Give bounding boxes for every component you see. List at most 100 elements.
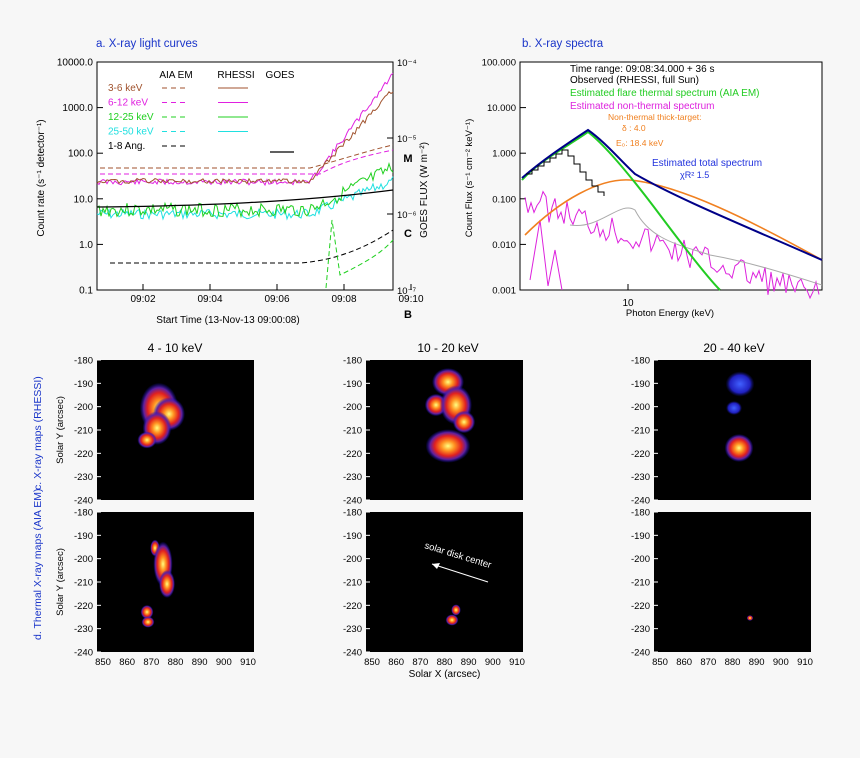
disk-center-arrowhead — [432, 563, 440, 569]
spectra-nonthermal-label: Estimated non-thermal spectrum — [570, 101, 715, 112]
map-x-tick-label: 900 — [773, 657, 789, 668]
map-y-tick-label: -200 — [631, 402, 650, 413]
map-col-title-2: 10 - 20 keV — [417, 341, 479, 355]
map-y-tick-label: -230 — [343, 624, 362, 635]
nonthermal-model — [524, 179, 823, 261]
light-curves-xlabel: Start Time (13-Nov-13 09:00:08) — [156, 315, 299, 326]
map-y-tick-label: -180 — [631, 508, 650, 519]
map-y-tick-label: -220 — [74, 449, 93, 460]
map-y-tick-label: -200 — [74, 402, 93, 413]
map-r1-c0: -180 -190 -200 -210 -220 -230 -240 Solar Y (arc… — [55, 508, 256, 669]
curve-3-6 — [96, 91, 394, 185]
x-tick-label: 09:02 — [130, 294, 155, 305]
map-y-tick-label: -240 — [631, 648, 650, 659]
map-y-tick-label: -220 — [631, 601, 650, 612]
map-x-tick-label: 870 — [700, 657, 716, 668]
y-tick-label: 1.000 — [492, 149, 516, 160]
panel-a-title: a. X-ray light curves — [96, 38, 198, 50]
spectra-x-tick: 10 — [622, 298, 634, 309]
map-x-tick-label: 910 — [797, 657, 813, 668]
map-y-tick-label: -190 — [343, 379, 362, 390]
legend-header: GOES — [266, 70, 295, 81]
right-tick-label: 10⁻⁵ — [397, 134, 417, 145]
curve-25-50 — [96, 176, 394, 221]
nonthermal-low-energy — [529, 219, 563, 291]
map-ylabel: Solar Y (arcsec) — [55, 548, 66, 616]
map-y-tick-label: -240 — [343, 496, 362, 507]
map-y-tick-label: -180 — [74, 356, 93, 367]
y-tick-label: 0.100 — [492, 194, 516, 205]
disk-center-arrow — [431, 563, 489, 583]
map-y-tick-label: -210 — [74, 426, 93, 437]
map-r0-c1: -180 -190 -200 -210 -220 -230 -240 — [343, 356, 523, 507]
light-curves-left-ticks: 10000.0 1000.0 100.0 10.0 1.0 0.1 — [57, 58, 103, 297]
spectra-total-label: Estimated total spectrum — [652, 158, 762, 169]
map-y-tick-label: -230 — [631, 472, 650, 483]
map-x-tick-label: 880 — [725, 657, 741, 668]
spectra-chart: 100.000 10.000 1.000 0.100 0.010 0.001 10 Pho… — [464, 58, 823, 319]
curve-aia-12-25 — [325, 219, 394, 289]
map-y-tick-label: -190 — [74, 531, 93, 542]
spectra-xlabel: Photon Energy (keV) — [626, 308, 714, 319]
map-y-tick-label: -220 — [631, 449, 650, 460]
panel-b-title: b. X-ray spectra — [522, 38, 604, 50]
spectra-observed-label: Observed (RHESSI, full Sun) — [570, 75, 699, 86]
x-tick-label: 09:10 — [398, 294, 423, 305]
right-tick-label: 10⁻⁷ — [397, 286, 417, 297]
light-curves-ylabel-left: Count rate (s⁻¹ detector⁻¹) — [36, 119, 47, 236]
emission-source — [159, 570, 175, 598]
spectra-y-ticks: 100.000 10.000 1.000 0.100 0.010 0.001 — [482, 58, 629, 297]
map-y-tick-label: -230 — [74, 624, 93, 635]
map-x-tick-label: 890 — [749, 657, 765, 668]
spectra-nt-title: Non-thermal thick-target: — [608, 112, 702, 122]
legend-label: 25-50 keV — [108, 127, 154, 138]
legend-header: AIA EM — [159, 70, 192, 81]
curve-goes-1-8 — [96, 189, 394, 208]
map-y-tick-label: -190 — [74, 379, 93, 390]
curve-aia-6-12 — [100, 149, 394, 175]
goes-class-m: M — [403, 153, 412, 165]
map-y-tick-label: -180 — [343, 356, 362, 367]
y-tick-label: 10.000 — [487, 103, 516, 114]
map-y-tick-label: -200 — [74, 554, 93, 565]
map-y-tick-label: -200 — [343, 554, 362, 565]
spectra-thermal-label: Estimated flare thermal spectrum (AIA EM… — [570, 88, 760, 99]
map-x-tick-label: 890 — [192, 657, 208, 668]
left-tick-label: 0.1 — [79, 286, 93, 297]
emission-source — [451, 604, 461, 616]
left-tick-label: 1.0 — [79, 240, 93, 251]
map-x-tick-label: 870 — [143, 657, 159, 668]
y-tick-label: 0.010 — [492, 240, 516, 251]
map-y-tick-label: -200 — [343, 402, 362, 413]
map-y-tick-label: -230 — [631, 624, 650, 635]
map-x-tick-label: 860 — [119, 657, 135, 668]
map-x-tick-label: 860 — [388, 657, 404, 668]
map-y-tick-label: -240 — [74, 648, 93, 659]
maps-grid: -180 -190 -200 -210 -220 -230 -240 Solar Y (arc… — [55, 356, 813, 681]
map-y-tick-label: -220 — [343, 449, 362, 460]
map-x-tick-label: 860 — [676, 657, 692, 668]
emission-source — [140, 605, 154, 619]
right-tick-label: 10⁻⁶ — [397, 210, 417, 221]
map-col-title-1: 4 - 10 keV — [147, 341, 203, 355]
observed-series — [526, 149, 605, 196]
x-tick-label: 09:06 — [264, 294, 289, 305]
emission-source — [445, 614, 459, 626]
map-y-tick-label: -230 — [74, 472, 93, 483]
map-x-tick-label: 910 — [509, 657, 525, 668]
map-y-tick-label: -210 — [631, 578, 650, 589]
map-y-tick-label: -210 — [74, 578, 93, 589]
total-model — [521, 128, 823, 261]
legend-label: 6-12 keV — [108, 98, 148, 109]
map-background — [366, 512, 523, 652]
emission-source — [452, 410, 476, 434]
x-tick-label: 09:04 — [197, 294, 222, 305]
map-r0-c0: -180 -190 -200 -210 -220 -230 -240 Solar Y (arc… — [55, 356, 254, 507]
light-curves-legend: AIA EM RHESSI GOES 3-6 keV 6-12 keV 12-25 keV… — [108, 70, 295, 153]
map-ylabel: Solar Y (arcsec) — [55, 396, 66, 464]
emission-source — [724, 434, 754, 462]
legend-label: 12-25 keV — [108, 112, 154, 123]
map-y-tick-label: -240 — [74, 496, 93, 507]
map-y-tick-label: -190 — [631, 531, 650, 542]
spectra-frame — [519, 61, 823, 291]
